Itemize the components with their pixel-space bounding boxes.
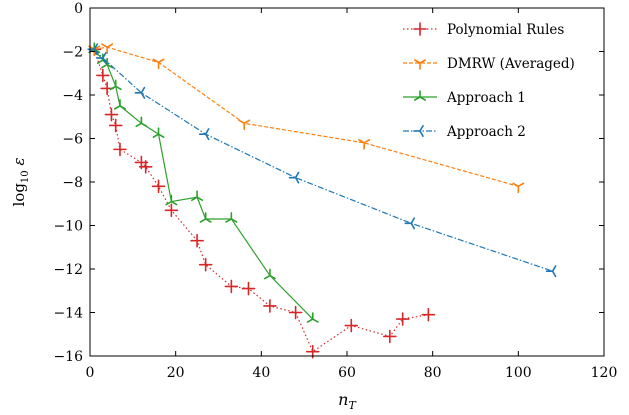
data-point [101,43,114,54]
data-point [164,203,179,218]
data-point [109,79,122,91]
y-tick-label: −6 [62,132,83,148]
ticks-layer: 0 20 40 60 80 100 120 0 −2 −4 −6 −8 −10 −12 −14 −16 [53,1,617,381]
legend-label: DMRW (Averaged) [447,56,575,72]
x-axis-label: nT [338,390,357,412]
data-point [87,43,99,56]
y-tick-label: −16 [53,349,83,365]
data-point [199,212,212,223]
data-point [225,212,238,223]
data-point [306,312,319,323]
legend-label: Polynomial Rules [447,22,564,38]
data-point [165,194,178,206]
series-line [93,48,314,320]
data-point [113,142,127,157]
data-point [151,179,166,194]
x-tick-label: 80 [424,365,442,381]
legend-entry: Approach 2 [403,124,526,140]
legend-swatch-marker [414,90,426,101]
series-line [93,49,429,353]
data-point [263,299,277,313]
y-tick-label: 0 [74,1,83,17]
data-point [191,190,204,202]
data-point [113,99,126,110]
data-point [395,312,410,326]
data-point [383,329,397,344]
y-tick-label: −2 [62,45,83,61]
data-point [198,128,210,141]
data-point [96,52,107,65]
data-point [152,58,165,70]
data-point [96,68,110,83]
data-point [288,305,303,320]
data-point [198,257,213,272]
data-point [101,57,114,69]
series-4 [87,43,557,278]
y-tick-label: −10 [53,219,83,235]
data-point [421,307,436,322]
data-point [108,118,123,133]
series-3 [88,42,319,323]
data-point [138,159,153,174]
legend: Polynomial Rules DMRW (Averaged) Approach … [403,22,575,140]
x-tick-label: 60 [338,365,356,381]
x-tick-label: 40 [252,365,270,381]
legend-entry: Polynomial Rules [403,22,564,38]
legend-label: Approach 2 [446,124,526,140]
data-point [358,139,371,150]
series-line [94,46,519,187]
y-axis-label: log10 ε [10,158,31,207]
data-point [344,318,359,333]
data-point [152,127,165,138]
data-point [134,86,146,99]
series-1 [87,42,436,359]
legend-swatch-marker [413,125,424,137]
y-tick-label: −8 [62,175,83,191]
data-point [512,182,525,194]
x-tick-label: 100 [505,365,532,381]
data-point [263,268,276,280]
data-point [104,107,119,122]
data-point [135,116,148,128]
legend-entry: DMRW (Averaged) [403,56,575,72]
x-tick-label: 120 [591,365,618,381]
legend-swatch-marker [413,22,427,36]
y-tick-label: −12 [53,262,83,278]
data-point [288,171,300,184]
y-tick-label: −14 [53,306,83,322]
data-point [545,265,557,278]
legend-entry: Approach 1 [403,90,526,106]
legend-swatch-marker [414,59,426,70]
x-tick-label: 20 [167,365,185,381]
data-point [404,217,416,230]
legend-label: Approach 1 [446,90,526,106]
data-point [238,119,251,131]
data-point [241,281,256,296]
y-tick-label: −4 [62,88,83,104]
series-layer [87,42,557,359]
data-point [190,233,204,248]
x-tick-label: 0 [86,365,95,381]
data-point [224,279,239,294]
